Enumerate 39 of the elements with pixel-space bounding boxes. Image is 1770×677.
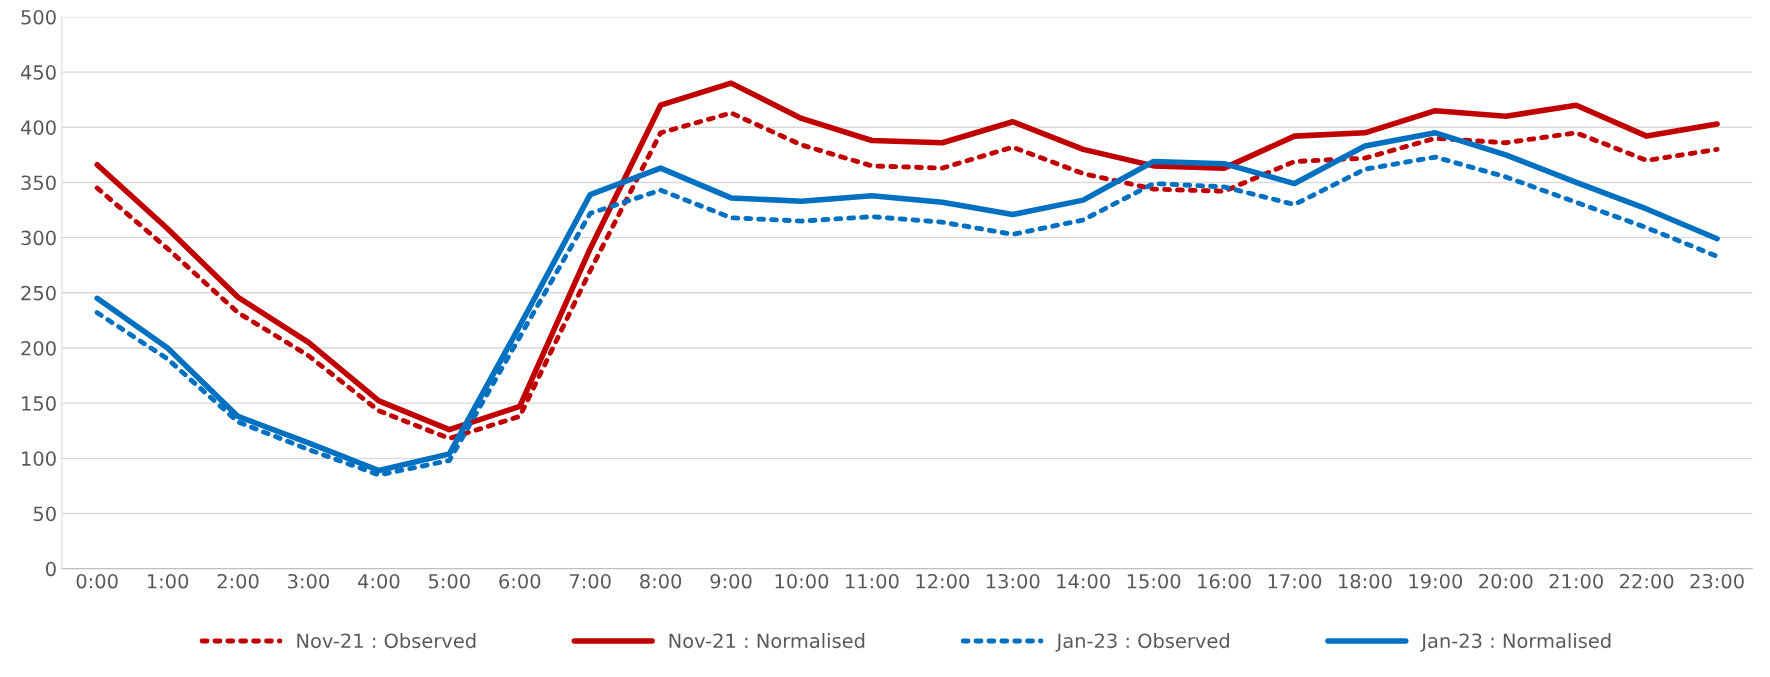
x-tick-label: 16:00 xyxy=(1198,573,1251,589)
y-tick-label: 450 xyxy=(20,65,56,80)
x-tick-label: 22:00 xyxy=(1620,573,1674,589)
y-tick-label: 100 xyxy=(22,451,56,466)
x-tick-label: 1:00 xyxy=(147,573,189,589)
x-tick-label: 19:00 xyxy=(1409,573,1463,589)
y-tick-label: 200 xyxy=(21,340,56,356)
x-tick-label: 21:00 xyxy=(1549,573,1603,589)
x-tick-label: 12:00 xyxy=(916,573,970,589)
y-tick-label: 500 xyxy=(21,9,56,25)
y-tick-label: 50 xyxy=(33,506,56,522)
legend-label: Jan-23 : Normalised xyxy=(1420,633,1611,652)
x-tick-label: 15:00 xyxy=(1127,573,1181,589)
x-tick-label: 20:00 xyxy=(1479,573,1533,589)
x-tick-label: 10:00 xyxy=(775,573,829,589)
legend-label: Nov-21 : Normalised xyxy=(669,633,865,649)
x-tick-label: 4:00 xyxy=(358,573,400,589)
x-tick-label: 14:00 xyxy=(1057,573,1110,589)
y-tick-label: 300 xyxy=(21,230,56,246)
x-tick-label: 18:00 xyxy=(1339,573,1392,589)
x-tick-label: 23:00 xyxy=(1690,573,1744,589)
x-tick-label: 7:00 xyxy=(569,573,611,589)
legend-label: Nov-21 : Observed xyxy=(297,633,476,649)
x-tick-label: 3:00 xyxy=(288,573,329,589)
legend-label: Jan-23 : Observed xyxy=(1055,633,1229,652)
x-tick-label: 8:00 xyxy=(640,573,682,589)
x-tick-label: 17:00 xyxy=(1268,573,1322,589)
x-tick-label: 11:00 xyxy=(846,573,899,589)
y-tick-label: 250 xyxy=(21,285,56,301)
y-tick-label: 400 xyxy=(20,120,56,135)
x-tick-label: 0:00 xyxy=(76,573,118,589)
y-tick-label: 150 xyxy=(22,396,56,411)
x-tick-label: 13:00 xyxy=(986,573,1040,589)
x-tick-label: 9:00 xyxy=(710,573,752,589)
x-tick-label: 5:00 xyxy=(428,573,470,589)
y-tick-label: 0 xyxy=(46,561,56,577)
y-tick-label: 350 xyxy=(21,175,56,191)
x-tick-label: 6:00 xyxy=(499,573,541,589)
x-tick-label: 2:00 xyxy=(217,573,259,589)
